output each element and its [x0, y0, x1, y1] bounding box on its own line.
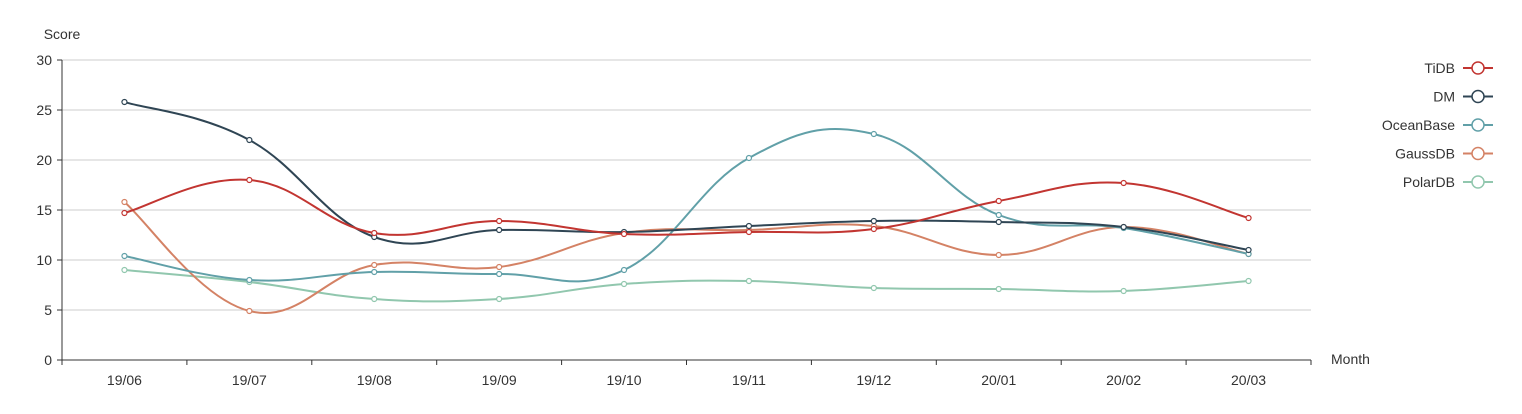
- data-point[interactable]: [121, 209, 128, 217]
- data-point[interactable]: [371, 268, 378, 276]
- legend-label: TiDB: [1424, 60, 1455, 76]
- data-point[interactable]: [121, 98, 128, 106]
- series-dm: [121, 98, 1252, 254]
- y-tick-label: 5: [44, 302, 52, 318]
- data-point[interactable]: [620, 266, 628, 274]
- x-tick-label: 20/01: [981, 372, 1016, 388]
- data-point[interactable]: [995, 218, 1002, 226]
- data-point[interactable]: [496, 226, 503, 234]
- data-point[interactable]: [121, 198, 128, 206]
- data-point[interactable]: [995, 197, 1002, 205]
- data-point[interactable]: [121, 252, 128, 260]
- legend-circle-icon: [1471, 118, 1485, 132]
- x-tick-label: 20/03: [1231, 372, 1266, 388]
- legend-item-gaussdb[interactable]: GaussDB: [1395, 146, 1493, 162]
- x-tick-label: 19/11: [732, 372, 766, 388]
- y-axis-title: Score: [44, 26, 81, 42]
- data-point[interactable]: [995, 251, 1002, 259]
- series-line: [124, 178, 1249, 236]
- x-tick-label: 19/09: [482, 372, 517, 388]
- data-point[interactable]: [1120, 287, 1127, 295]
- data-point[interactable]: [1245, 214, 1252, 222]
- series-line: [124, 101, 1249, 251]
- y-tick-label: 25: [36, 102, 52, 118]
- x-tick-label: 19/12: [856, 372, 891, 388]
- data-point[interactable]: [870, 284, 877, 292]
- x-tick-label: 19/10: [607, 372, 642, 388]
- y-tick-label: 10: [36, 252, 52, 268]
- x-tick-label: 20/02: [1106, 372, 1141, 388]
- data-point[interactable]: [745, 222, 753, 230]
- data-point[interactable]: [496, 263, 503, 271]
- data-point[interactable]: [745, 228, 753, 236]
- data-point[interactable]: [620, 280, 628, 288]
- legend[interactable]: TiDB DM OceanBase GaussDB PolarDB: [1382, 60, 1493, 190]
- data-point[interactable]: [1245, 246, 1252, 254]
- data-point[interactable]: [620, 230, 628, 238]
- y-tick-label: 15: [36, 202, 52, 218]
- data-point[interactable]: [1245, 277, 1252, 285]
- axes: 0 5 10 15 20 25 30 19/06 19/07 19/08 19/09 19/10 19/…: [36, 52, 1312, 388]
- data-point[interactable]: [246, 307, 253, 315]
- data-point[interactable]: [1120, 179, 1127, 187]
- data-point[interactable]: [371, 229, 378, 237]
- y-tick-label: 20: [36, 152, 52, 168]
- data-point[interactable]: [246, 276, 253, 284]
- data-point[interactable]: [496, 270, 503, 278]
- legend-circle-icon: [1471, 61, 1485, 75]
- data-point[interactable]: [870, 225, 877, 233]
- series-tidb: [121, 176, 1252, 238]
- x-tick-label: 19/07: [232, 372, 267, 388]
- x-tick-label: 19/08: [357, 372, 392, 388]
- legend-circle-icon: [1471, 175, 1485, 189]
- legend-label: DM: [1433, 89, 1455, 105]
- series-line: [124, 269, 1249, 303]
- legend-circle-icon: [1471, 146, 1485, 161]
- data-point[interactable]: [246, 136, 253, 144]
- legend-item-tidb[interactable]: TiDB: [1424, 60, 1493, 76]
- legend-circle-icon: [1471, 89, 1485, 104]
- legend-item-polardb[interactable]: PolarDB: [1403, 174, 1493, 190]
- legend-label: GaussDB: [1395, 146, 1455, 162]
- series-line: [123, 201, 1249, 314]
- data-point[interactable]: [745, 154, 753, 162]
- legend-item-dm[interactable]: DM: [1433, 89, 1493, 105]
- series-polardb: [121, 266, 1252, 303]
- legend-label: OceanBase: [1382, 117, 1455, 133]
- data-point[interactable]: [496, 295, 503, 303]
- data-point[interactable]: [371, 261, 378, 269]
- legend-label: PolarDB: [1403, 174, 1455, 190]
- series-oceanbase: [121, 128, 1252, 284]
- data-point[interactable]: [995, 285, 1002, 293]
- data-point[interactable]: [995, 211, 1002, 219]
- data-point[interactable]: [246, 176, 253, 184]
- data-point[interactable]: [121, 266, 128, 274]
- data-point[interactable]: [870, 217, 877, 225]
- x-axis-title: Month: [1331, 351, 1370, 367]
- series-lines: [121, 98, 1252, 315]
- grid-lines: [62, 59, 1311, 311]
- data-point[interactable]: [870, 130, 877, 138]
- legend-item-oceanbase[interactable]: OceanBase: [1382, 117, 1493, 133]
- series-line: [124, 128, 1249, 283]
- y-tick-label: 30: [36, 52, 52, 68]
- data-point[interactable]: [496, 217, 503, 225]
- data-point[interactable]: [371, 295, 378, 303]
- data-point[interactable]: [745, 277, 753, 285]
- x-tick-label: 19/06: [107, 372, 142, 388]
- data-point[interactable]: [1120, 223, 1127, 231]
- y-tick-label: 0: [44, 352, 52, 368]
